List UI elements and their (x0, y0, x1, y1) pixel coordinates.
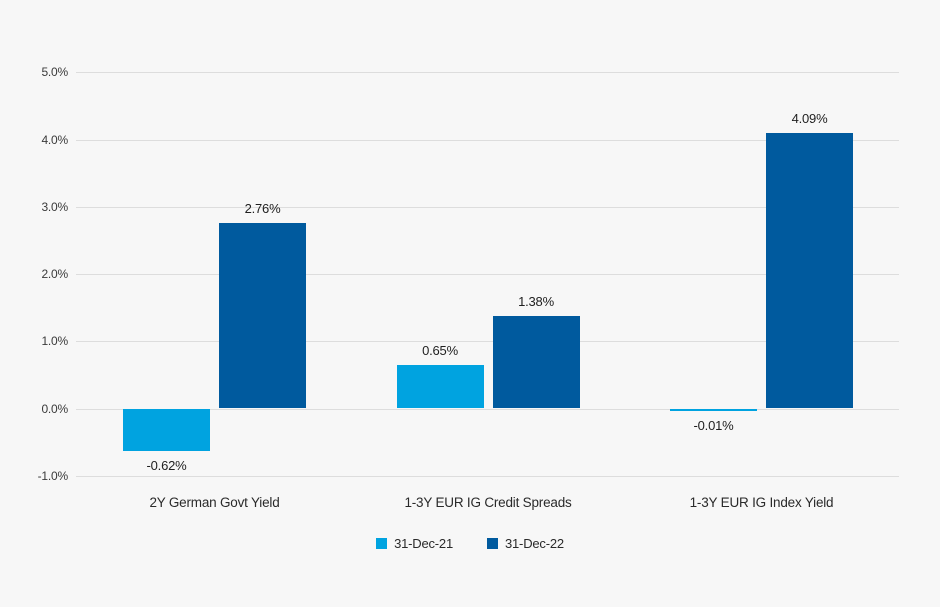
gridline-3.0% (76, 207, 899, 208)
legend-swatch-icon (487, 538, 498, 549)
chart-legend: 31-Dec-21 31-Dec-22 (0, 536, 940, 551)
y-axis-tick-label: -1.0% (37, 469, 69, 483)
legend-item-31-Dec-22: 31-Dec-22 (487, 536, 564, 551)
bar-31-Dec-22-1-3Y EUR IG Index Yield (766, 133, 853, 409)
legend-label: 31-Dec-21 (394, 536, 453, 551)
gridline--1.0% (76, 476, 899, 477)
bar-31-Dec-21-1-3Y EUR IG Index Yield (670, 409, 757, 411)
value-label-31-Dec-21-1-3Y EUR IG Credit Spreads: 0.65% (422, 342, 458, 358)
y-axis-tick-label: 0.0% (41, 402, 68, 416)
value-label-31-Dec-22-2Y German Govt Yield: 2.76% (244, 200, 281, 216)
y-axis-tick-label: 3.0% (41, 200, 68, 214)
gridline-0.0% (76, 409, 899, 410)
x-axis-category-label: 1-3Y EUR IG Index Yield (689, 495, 834, 510)
y-axis-tick-label: 4.0% (41, 133, 68, 147)
value-label-31-Dec-21-2Y German Govt Yield: -0.62% (146, 457, 187, 473)
x-axis-category-label: 2Y German Govt Yield (149, 495, 280, 510)
value-label-31-Dec-22-1-3Y EUR IG Credit Spreads: 1.38% (518, 293, 554, 309)
gridline-1.0% (76, 341, 899, 342)
y-axis-tick-label: 1.0% (41, 334, 68, 348)
gridline-4.0% (76, 140, 899, 141)
legend-item-31-Dec-21: 31-Dec-21 (376, 536, 453, 551)
value-label-31-Dec-21-1-3Y EUR IG Index Yield: -0.01% (693, 418, 734, 433)
bar-31-Dec-21-2Y German Govt Yield (123, 409, 210, 451)
bar-31-Dec-22-1-3Y EUR IG Credit Spreads (492, 315, 580, 409)
gridline-2.0% (76, 274, 899, 275)
bar-31-Dec-21-1-3Y EUR IG Credit Spreads (396, 364, 484, 409)
value-label-31-Dec-22-1-3Y EUR IG Index Yield: 4.09% (791, 111, 828, 127)
y-axis-tick-label: 5.0% (41, 65, 68, 79)
bar-31-Dec-22-2Y German Govt Yield (219, 222, 306, 409)
x-axis-category-label: 1-3Y EUR IG Credit Spreads (404, 495, 572, 510)
legend-swatch-icon (376, 538, 388, 549)
gridline-5.0% (76, 72, 899, 73)
y-axis-tick-label: 2.0% (41, 267, 68, 281)
legend-label: 31-Dec-22 (505, 536, 564, 551)
